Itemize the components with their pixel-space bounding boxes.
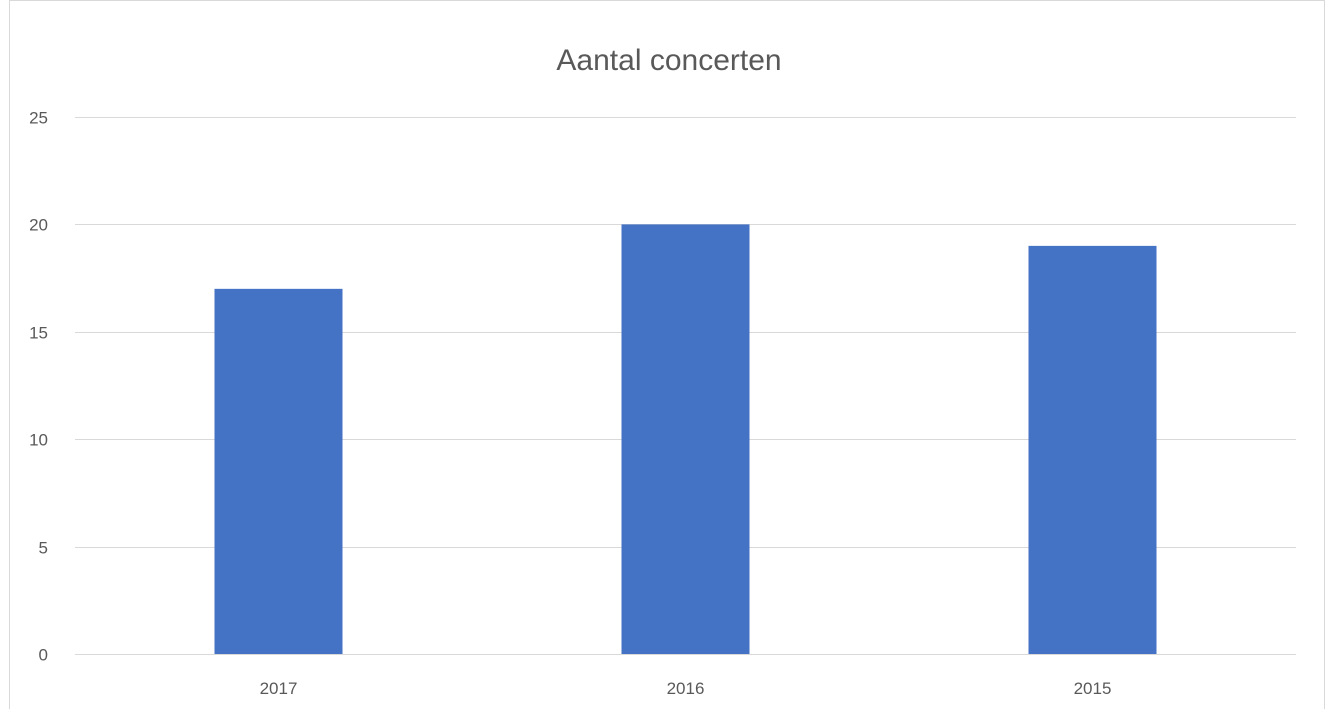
bar-2017 <box>214 288 343 654</box>
x-tick-label: 2015 <box>1074 679 1112 698</box>
y-tick-label: 25 <box>29 109 48 128</box>
y-tick-label: 15 <box>29 324 48 343</box>
bar-2016 <box>621 224 750 654</box>
y-tick-label: 0 <box>39 646 48 665</box>
x-axis-ticks: 2017 2016 2015 <box>260 679 1112 698</box>
bar-2015 <box>1028 245 1157 654</box>
y-tick-label: 10 <box>29 431 48 450</box>
y-axis-ticks: 0 5 10 15 20 25 <box>29 109 48 665</box>
chart-title: Aantal concerten <box>556 44 781 77</box>
x-tick-label: 2017 <box>260 679 298 698</box>
y-tick-label: 5 <box>39 539 48 558</box>
x-tick-label: 2016 <box>667 679 705 698</box>
y-tick-label: 20 <box>29 216 48 235</box>
bars <box>214 224 1157 654</box>
